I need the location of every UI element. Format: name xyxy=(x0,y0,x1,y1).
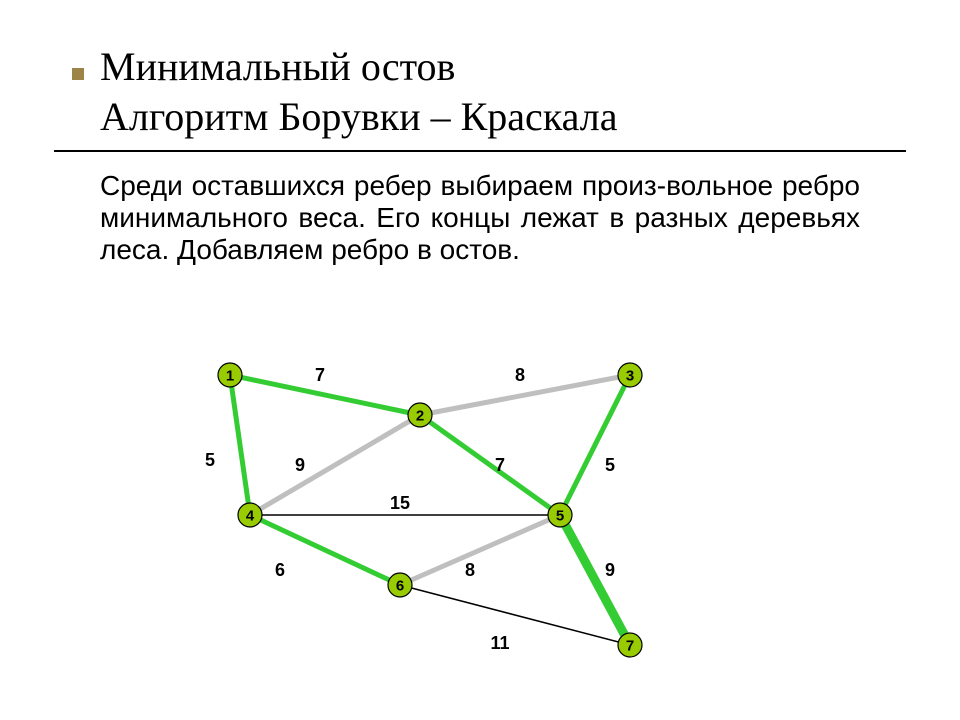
node-label-4: 4 xyxy=(246,508,255,525)
edge-weight-5-6: 8 xyxy=(465,560,475,580)
node-label-6: 6 xyxy=(396,578,404,595)
title-bullet xyxy=(72,68,84,80)
edge-2-5 xyxy=(420,415,560,515)
node-label-2: 2 xyxy=(416,408,424,425)
node-7: 7 xyxy=(618,633,642,657)
node-label-3: 3 xyxy=(626,368,634,385)
edge-weight-2-5: 7 xyxy=(495,455,505,475)
edge-weight-6-7: 11 xyxy=(490,633,509,653)
edge-5-6 xyxy=(400,515,560,585)
edge-3-5 xyxy=(560,375,630,515)
edge-weight-2-3: 8 xyxy=(515,365,525,385)
edge-1-4 xyxy=(230,375,250,515)
nodes-group: 1 2 3 4 5 6 7 xyxy=(218,363,642,657)
node-label-7: 7 xyxy=(626,638,634,655)
edge-weight-5-7: 9 xyxy=(605,560,615,580)
node-6: 6 xyxy=(388,573,412,597)
node-5: 5 xyxy=(548,503,572,527)
title-underline xyxy=(54,150,906,152)
node-3: 3 xyxy=(618,363,642,387)
title-line-1: Минимальный остов xyxy=(100,44,455,89)
edge-6-7 xyxy=(400,585,630,645)
slide: Минимальный остов Алгоритм Борувки – Кра… xyxy=(0,0,960,720)
edge-weight-4-5: 15 xyxy=(390,493,410,513)
edge-4-6 xyxy=(250,515,400,585)
node-2: 2 xyxy=(408,403,432,427)
edge-weight-3-5: 5 xyxy=(605,455,615,475)
edge-weight-4-6: 6 xyxy=(275,560,285,580)
edge-5-7 xyxy=(560,515,630,645)
node-label-5: 5 xyxy=(556,508,564,525)
title-line-2: Алгоритм Борувки – Краскала xyxy=(100,94,617,139)
graph-container: 1 2 3 4 5 6 7 7 8 5 9 7 5 15 6 8 9 11 xyxy=(170,345,690,675)
node-4: 4 xyxy=(238,503,262,527)
edge-weight-2-4: 9 xyxy=(295,455,305,475)
edge-weight-1-4: 5 xyxy=(205,450,215,470)
slide-title: Минимальный остов Алгоритм Борувки – Кра… xyxy=(100,42,860,142)
node-label-1: 1 xyxy=(226,368,234,385)
edge-weight-1-2: 7 xyxy=(315,365,325,385)
body-paragraph: Среди оставшихся ребер выбираем произ-во… xyxy=(100,170,860,267)
node-1: 1 xyxy=(218,363,242,387)
graph-svg: 1 2 3 4 5 6 7 7 8 5 9 7 5 15 6 8 9 11 xyxy=(170,345,690,675)
